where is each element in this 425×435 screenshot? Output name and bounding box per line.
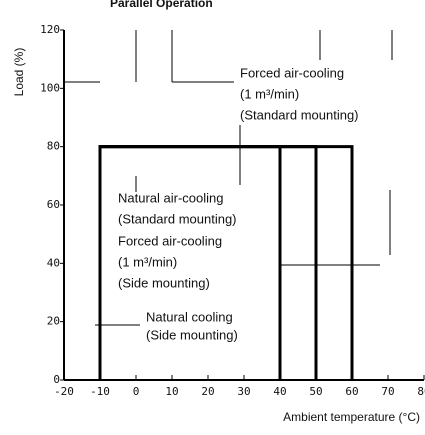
x-tick-label: -20: [54, 385, 74, 398]
curve-label: (Side mounting): [146, 327, 238, 342]
x-tick-label: 20: [201, 385, 214, 398]
derating-curve: [98, 145, 282, 380]
curve-label: (1 m³/min): [118, 254, 177, 269]
x-tick-label: 0: [133, 385, 140, 398]
y-axis-label: Load (%): [12, 48, 26, 97]
curve-label: Forced air-cooling: [118, 233, 222, 248]
x-tick-label: 80: [417, 385, 425, 398]
chart-title: Parallel Operation: [110, 0, 213, 10]
leader-lines: [64, 30, 393, 326]
x-tick-label: 50: [309, 385, 322, 398]
y-tick-label: 20: [47, 315, 60, 328]
curve-label: Forced air-cooling: [240, 65, 344, 80]
y-tick-label: 80: [47, 140, 60, 153]
curve-label: (Standard mounting): [118, 211, 237, 226]
curve-label: (Side mounting): [118, 275, 210, 290]
y-tick-label: 60: [47, 198, 60, 211]
x-tick-label: 60: [345, 385, 358, 398]
x-tick-label: -10: [90, 385, 110, 398]
x-tick-label: 10: [165, 385, 178, 398]
x-tick-label: 40: [273, 385, 286, 398]
y-tick-label: 120: [40, 23, 60, 36]
y-tick-label: 0: [53, 373, 60, 386]
curve-label: (Standard mounting): [240, 107, 359, 122]
x-axis-label: Ambient temperature (°C): [283, 410, 420, 424]
y-tick-label: 40: [47, 256, 60, 269]
x-tick-label: 30: [237, 385, 250, 398]
curve-label: Natural air-cooling: [118, 190, 224, 205]
curve-label: Natural cooling: [146, 309, 233, 324]
y-tick-label: 100: [40, 81, 60, 94]
x-tick-label: 70: [381, 385, 394, 398]
curve-label: (1 m³/min): [240, 86, 299, 101]
